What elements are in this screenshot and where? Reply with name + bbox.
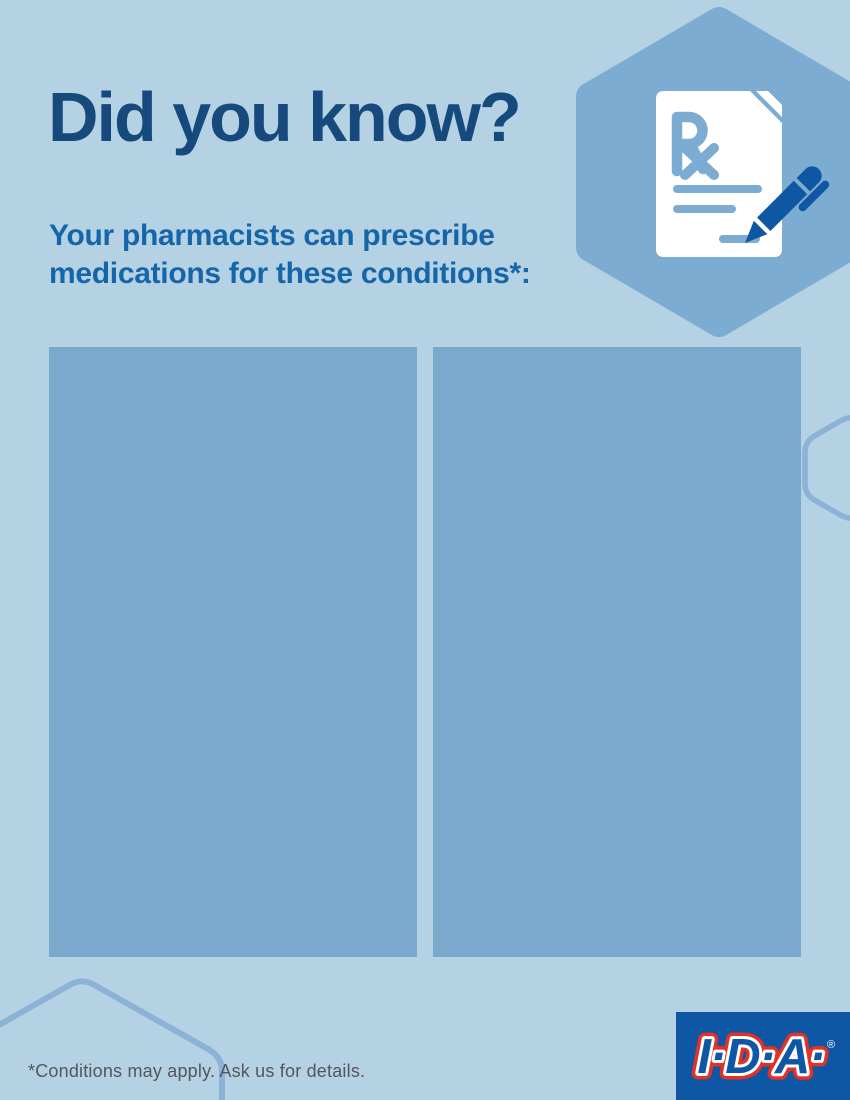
ida-logo-text: I·D·A· (697, 1030, 824, 1084)
subtitle-line-2: medications for these conditions*: (49, 257, 531, 290)
condition-panel-right (433, 347, 801, 957)
document-page (656, 91, 782, 257)
page-title: Did you know? (48, 78, 522, 156)
hexagon-outline-right (802, 415, 850, 521)
ida-logo: I·D·A· I·D·A· ® (676, 1012, 850, 1100)
ida-logo-svg: I·D·A· I·D·A· ® (691, 1024, 835, 1091)
prescription-pad-icon (656, 91, 830, 257)
ida-logo-text-outline: I·D·A· (697, 1030, 824, 1084)
pen-icon (745, 166, 830, 243)
disclaimer-text: *Conditions may apply. Ask us for detail… (28, 1061, 366, 1081)
condition-panel-left (49, 347, 417, 957)
rx-symbol-icon (671, 111, 719, 180)
document-fold-flap (756, 91, 782, 117)
hexagon-outline-bottom-left (0, 978, 225, 1100)
ida-registered-mark: ® (827, 1039, 835, 1051)
subtitle-line-1: Your pharmacists can prescribe (49, 219, 495, 252)
subtitle: Your pharmacists can prescribe medicatio… (49, 217, 531, 293)
